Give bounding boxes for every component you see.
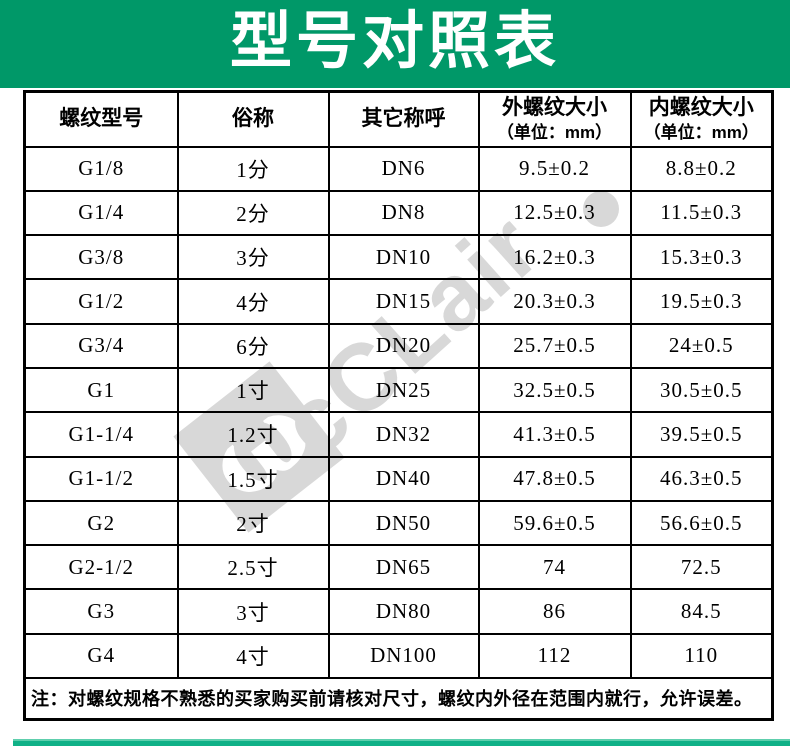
table-cell: 25.7±0.5 <box>477 322 632 369</box>
table-cell: 20.3±0.3 <box>477 278 632 325</box>
table-cell: 19.5±0.3 <box>629 278 774 325</box>
table-row: G1/8 1分 DN6 9.5±0.2 8.8±0.2 <box>23 145 774 192</box>
table-cell: 30.5±0.5 <box>629 366 774 414</box>
table-cell: 1分 <box>176 145 330 192</box>
table-cell: 16.2±0.3 <box>477 234 632 281</box>
table-cell: DN40 <box>327 455 480 502</box>
table-cell: G1-1/4 <box>23 411 179 458</box>
note-row: 注：对螺纹规格不熟悉的买家购买前请核对尺寸，螺纹内外径在范围内就行，允许误差。 <box>23 677 774 721</box>
table-row: G4 4寸 DN100 112 110 <box>23 632 774 680</box>
table-cell: G2-1/2 <box>23 544 179 591</box>
table-cell: G1/4 <box>23 189 179 237</box>
table-row: G1-1/4 1.2寸 DN32 41.3±0.5 39.5±0.5 <box>23 411 774 458</box>
table-row: G2 2寸 DN50 59.6±0.5 56.6±0.5 <box>23 499 774 547</box>
table-cell: 6分 <box>176 322 330 369</box>
table-cell: 112 <box>477 632 632 680</box>
column-header-label: 俗称 <box>232 107 274 131</box>
table-row: G3 3寸 DN80 86 84.5 <box>23 588 774 635</box>
note-text: 注：对螺纹规格不熟悉的买家购买前请核对尺寸，螺纹内外径在范围内就行，允许误差。 <box>23 677 774 721</box>
table-cell: 74 <box>477 544 632 591</box>
column-header-other-name: 其它称呼 <box>327 90 480 148</box>
table-cell: 32.5±0.5 <box>477 366 632 414</box>
page-title: 型号对照表 <box>229 7 560 76</box>
column-header-label: 其它称呼 <box>361 107 446 131</box>
table-header-row: 螺纹型号 俗称 其它称呼 外螺纹大小 （单位：mm） 内螺纹大小 （单位：mm） <box>23 90 774 148</box>
table-cell: 3分 <box>176 234 330 281</box>
table-cell: 72.5 <box>629 544 774 591</box>
table-cell: 46.3±0.5 <box>629 455 774 502</box>
title-banner: 型号对照表 <box>0 0 790 88</box>
table-cell: 9.5±0.2 <box>477 145 632 192</box>
table-cell: DN10 <box>327 234 480 281</box>
table-row: G1/2 4分 DN15 20.3±0.3 19.5±0.3 <box>23 278 774 325</box>
table-cell: 12.5±0.3 <box>477 189 632 237</box>
table-cell: 84.5 <box>629 588 774 635</box>
column-header-common-name: 俗称 <box>176 90 330 148</box>
table-cell: G1/8 <box>23 145 179 192</box>
table-cell: 4寸 <box>176 632 330 680</box>
table-cell: G4 <box>23 632 179 680</box>
table-cell: G1 <box>23 366 179 414</box>
table-cell: 1.2寸 <box>176 411 330 458</box>
table-cell: 1.5寸 <box>176 455 330 502</box>
table-cell: DN25 <box>327 366 480 414</box>
table-cell: 110 <box>629 632 774 680</box>
table-cell: DN100 <box>327 632 480 680</box>
table-cell: 39.5±0.5 <box>629 411 774 458</box>
table-cell: DN32 <box>327 411 480 458</box>
table-cell: G3 <box>23 588 179 635</box>
table-cell: 8.8±0.2 <box>629 145 774 192</box>
table-cell: 2寸 <box>176 499 330 547</box>
table-cell: DN15 <box>327 278 480 325</box>
table-cell: G3/8 <box>23 234 179 281</box>
table-cell: DN8 <box>327 189 480 237</box>
thread-size-table: 螺纹型号 俗称 其它称呼 外螺纹大小 （单位：mm） 内螺纹大小 （单位：mm）… <box>23 90 774 721</box>
table-cell: G1/2 <box>23 278 179 325</box>
table-cell: 4分 <box>176 278 330 325</box>
table-cell: G2 <box>23 499 179 547</box>
table-cell: 41.3±0.5 <box>477 411 632 458</box>
table-cell: G3/4 <box>23 322 179 369</box>
table-row: G1/4 2分 DN8 12.5±0.3 11.5±0.3 <box>23 189 774 237</box>
table-cell: 11.5±0.3 <box>629 189 774 237</box>
table-cell: 15.3±0.3 <box>629 234 774 281</box>
table-cell: 2分 <box>176 189 330 237</box>
table-row: G1 1寸 DN25 32.5±0.5 30.5±0.5 <box>23 366 774 414</box>
column-header-unit: （单位：mm） <box>643 123 759 143</box>
column-header-label: 内螺纹大小 <box>648 95 754 119</box>
table-cell: 3寸 <box>176 588 330 635</box>
table-row: G3/8 3分 DN10 16.2±0.3 15.3±0.3 <box>23 234 774 281</box>
table-row: G1-1/2 1.5寸 DN40 47.8±0.5 46.3±0.5 <box>23 455 774 502</box>
table-cell: DN50 <box>327 499 480 547</box>
table-body: G1/8 1分 DN6 9.5±0.2 8.8±0.2 G1/4 2分 DN8 12.5±0.3… <box>23 145 774 680</box>
table-cell: 59.6±0.5 <box>477 499 632 547</box>
table-cell: 47.8±0.5 <box>477 455 632 502</box>
column-header-internal-thread-size: 内螺纹大小 （单位：mm） <box>629 90 774 148</box>
table-cell: DN80 <box>327 588 480 635</box>
column-header-thread-model: 螺纹型号 <box>23 90 179 148</box>
bottom-bar <box>13 739 790 746</box>
table-cell: 56.6±0.5 <box>629 499 774 547</box>
column-header-label: 外螺纹大小 <box>502 95 607 119</box>
column-header-label: 螺纹型号 <box>59 107 144 131</box>
column-header-unit: （单位：mm） <box>496 123 613 143</box>
table-row: G2-1/2 2.5寸 DN65 74 72.5 <box>23 544 774 591</box>
table-cell: G1-1/2 <box>23 455 179 502</box>
table-cell: 24±0.5 <box>629 322 774 369</box>
table-cell: 2.5寸 <box>176 544 330 591</box>
table-row: G3/4 6分 DN20 25.7±0.5 24±0.5 <box>23 322 774 369</box>
table-cell: DN20 <box>327 322 480 369</box>
table-cell: DN65 <box>327 544 480 591</box>
table-cell: 1寸 <box>176 366 330 414</box>
table-cell: 86 <box>477 588 632 635</box>
table-cell: DN6 <box>327 145 480 192</box>
column-header-external-thread-size: 外螺纹大小 （单位：mm） <box>477 90 632 148</box>
